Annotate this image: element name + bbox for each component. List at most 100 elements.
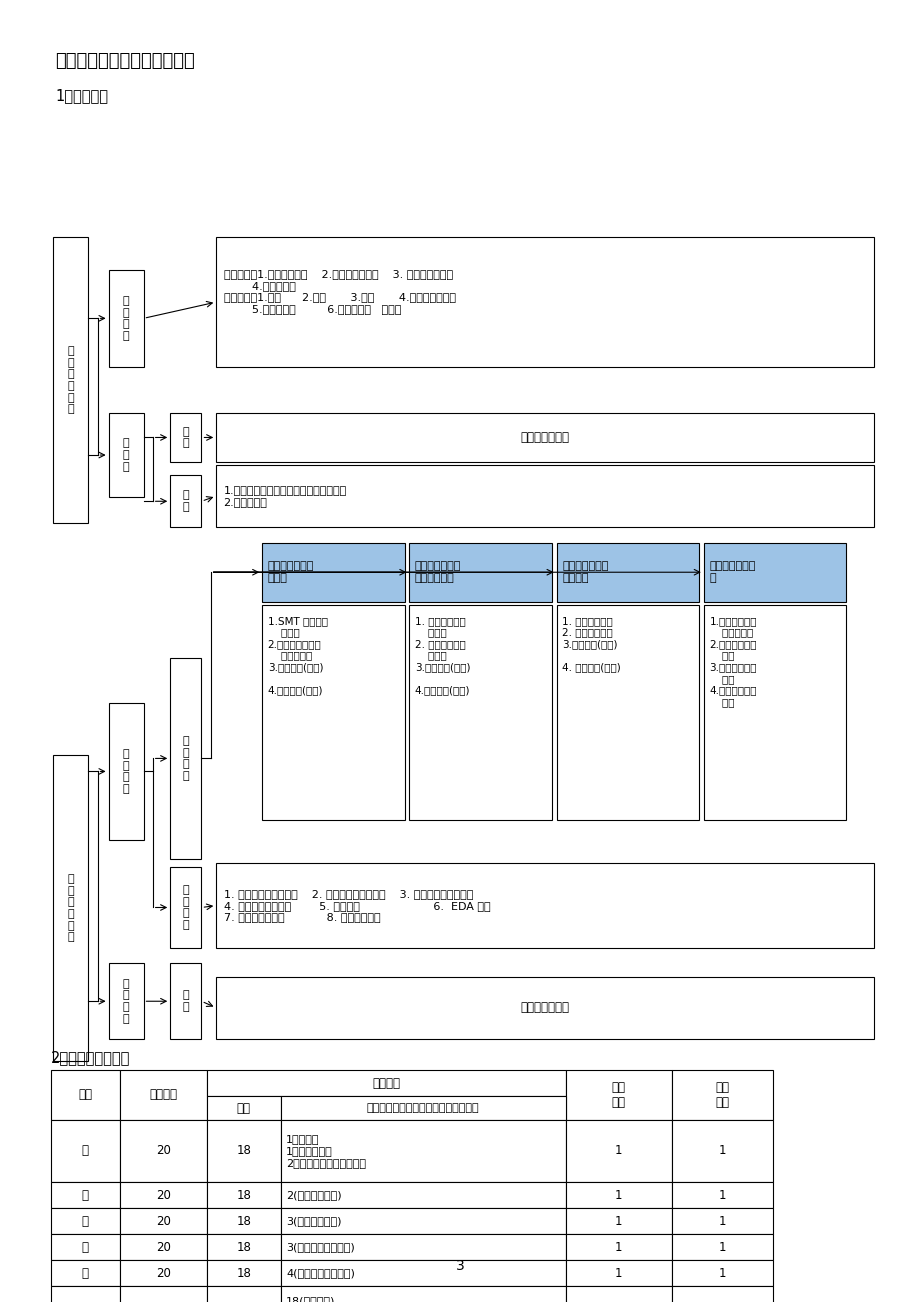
Text: 20: 20 bbox=[155, 1144, 171, 1157]
Bar bbox=[262, 605, 404, 820]
Bar bbox=[671, 1070, 772, 1120]
Bar bbox=[170, 658, 201, 859]
Text: 1. 光伏电池技术
2. 光伏发电技术
3.综合实习(实训)

4. 综合实训(考证): 1. 光伏电池技术 2. 光伏发电技术 3.综合实习(实训) 4. 综合实训(考… bbox=[562, 616, 620, 672]
Bar bbox=[51, 1260, 119, 1286]
Bar bbox=[207, 1120, 280, 1182]
Text: 1.心理健康、职业健康与安全、环保教育
2.物理、化学: 1.心理健康、职业健康与安全、环保教育 2.物理、化学 bbox=[223, 486, 346, 506]
Bar bbox=[280, 1208, 565, 1234]
Text: 1: 1 bbox=[718, 1189, 725, 1202]
Text: 方
向
课
程: 方 向 课 程 bbox=[182, 736, 189, 781]
Bar bbox=[170, 867, 201, 948]
Bar bbox=[119, 1182, 207, 1208]
Bar bbox=[565, 1286, 671, 1302]
Bar bbox=[280, 1182, 565, 1208]
Text: 18: 18 bbox=[236, 1241, 251, 1254]
Text: 1: 1 bbox=[718, 1215, 725, 1228]
Bar bbox=[565, 1234, 671, 1260]
Bar bbox=[671, 1208, 772, 1234]
Bar bbox=[216, 413, 873, 462]
Text: 学期周数: 学期周数 bbox=[149, 1088, 177, 1101]
Bar bbox=[556, 543, 698, 602]
Bar bbox=[108, 270, 143, 367]
Bar bbox=[556, 605, 698, 820]
Bar bbox=[108, 703, 143, 840]
Text: 必
修
课
程: 必 修 课 程 bbox=[122, 296, 130, 341]
Bar bbox=[262, 543, 404, 602]
Text: 3(通用技能实训): 3(通用技能实训) bbox=[286, 1216, 341, 1226]
Text: 周数: 周数 bbox=[236, 1101, 251, 1115]
Text: 1: 1 bbox=[614, 1189, 622, 1202]
Text: 1: 1 bbox=[614, 1215, 622, 1228]
Text: 四: 四 bbox=[82, 1241, 88, 1254]
Bar bbox=[565, 1120, 671, 1182]
Bar bbox=[671, 1120, 772, 1182]
Text: 1. 音频设备应用
    与维修
2. 视频设备应用
    与维修
3.综合实习(实训)

4.综合实训(考证): 1. 音频设备应用 与维修 2. 视频设备应用 与维修 3.综合实习(实训) 4… bbox=[414, 616, 470, 695]
Bar bbox=[207, 1286, 280, 1302]
Bar bbox=[703, 543, 845, 602]
Text: 其中：综合的实践教学及教育活动周数: 其中：综合的实践教学及教育活动周数 bbox=[367, 1103, 479, 1113]
Bar bbox=[280, 1260, 565, 1286]
Text: 1: 1 bbox=[718, 1144, 725, 1157]
Text: 六、课程结构及教学时间分配: 六、课程结构及教学时间分配 bbox=[55, 52, 195, 70]
Bar bbox=[207, 1208, 280, 1234]
Bar bbox=[119, 1120, 207, 1182]
Bar bbox=[170, 475, 201, 527]
Bar bbox=[207, 1182, 280, 1208]
Bar bbox=[119, 1234, 207, 1260]
Text: 20: 20 bbox=[155, 1215, 171, 1228]
Text: 公
共
基
础
课
程: 公 共 基 础 课 程 bbox=[67, 346, 74, 414]
Text: 1: 1 bbox=[614, 1144, 622, 1157]
Bar bbox=[53, 237, 88, 523]
Text: 20: 20 bbox=[155, 1241, 171, 1254]
Text: 机动
周数: 机动 周数 bbox=[714, 1081, 729, 1109]
Text: 任
选: 任 选 bbox=[182, 427, 189, 448]
Bar bbox=[108, 413, 143, 497]
Text: 任
选: 任 选 bbox=[182, 991, 189, 1012]
Text: 1: 1 bbox=[614, 1267, 622, 1280]
Text: 五: 五 bbox=[82, 1267, 88, 1280]
Bar bbox=[216, 237, 873, 367]
Bar bbox=[119, 1208, 207, 1234]
Bar bbox=[51, 1070, 119, 1120]
Bar bbox=[671, 1286, 772, 1302]
Text: 三: 三 bbox=[82, 1215, 88, 1228]
Text: 20: 20 bbox=[155, 1189, 171, 1202]
Bar bbox=[51, 1286, 119, 1302]
Text: 3(综合实习（实训）): 3(综合实习（实训）) bbox=[286, 1242, 355, 1253]
Text: 3: 3 bbox=[455, 1259, 464, 1272]
Bar bbox=[216, 465, 873, 527]
Bar bbox=[51, 1234, 119, 1260]
Bar bbox=[671, 1234, 772, 1260]
Text: 考试
周数: 考试 周数 bbox=[611, 1081, 625, 1109]
Bar bbox=[216, 863, 873, 948]
Bar bbox=[170, 413, 201, 462]
Text: 一: 一 bbox=[82, 1144, 88, 1157]
Text: 专
业
技
能
课
程: 专 业 技 能 课 程 bbox=[67, 874, 74, 943]
Bar bbox=[51, 1182, 119, 1208]
Text: 教学周数: 教学周数 bbox=[372, 1077, 400, 1090]
Text: 1.电子产品市场
    与营销基础
2.电子产品营销
    实务
3.综合实习（实
    训）
4.综合实训（考
    证）: 1.电子产品市场 与营销基础 2.电子产品营销 实务 3.综合实习（实 训） 4… bbox=[709, 616, 756, 707]
Text: 20: 20 bbox=[155, 1267, 171, 1280]
Text: 2．教学时间分配表: 2．教学时间分配表 bbox=[51, 1049, 130, 1065]
Text: 平
台
课
程: 平 台 课 程 bbox=[182, 885, 189, 930]
Bar bbox=[207, 1234, 280, 1260]
Bar bbox=[119, 1070, 207, 1120]
Bar bbox=[565, 1070, 671, 1120]
Bar bbox=[119, 1286, 207, 1302]
Bar bbox=[280, 1234, 565, 1260]
Bar bbox=[280, 1096, 565, 1120]
Text: 1: 1 bbox=[614, 1241, 622, 1254]
Text: 18: 18 bbox=[236, 1144, 251, 1157]
Bar bbox=[280, 1286, 565, 1302]
Text: 学期: 学期 bbox=[78, 1088, 92, 1101]
Text: 1: 1 bbox=[718, 1241, 725, 1254]
Text: 1.SMT 设备操作
    与维护
2.电子产品装配、
    调试与检验
3.综合实习(实训)

4.综合实训(考证): 1.SMT 设备操作 与维护 2.电子产品装配、 调试与检验 3.综合实习(实训… bbox=[267, 616, 327, 695]
Bar bbox=[51, 1120, 119, 1182]
Bar bbox=[207, 1096, 280, 1120]
Text: 18(顶岗实习)
1(毕业教育): 18(顶岗实习) 1(毕业教育) bbox=[286, 1297, 335, 1302]
Text: 2(通用技能实训): 2(通用技能实训) bbox=[286, 1190, 341, 1200]
Bar bbox=[216, 976, 873, 1039]
Text: 1. 电工技术基础与技能    2. 电子技术基础与技能    3. 机械常识与钳工实训
4. 电子产品结构工艺        5. 专业英语         : 1. 电工技术基础与技能 2. 电子技术基础与技能 3. 机械常识与钳工实训 4… bbox=[223, 889, 490, 922]
Text: 各学校自行选择: 各学校自行选择 bbox=[520, 1001, 569, 1014]
Text: 电子产品营销方
向: 电子产品营销方 向 bbox=[709, 561, 754, 583]
